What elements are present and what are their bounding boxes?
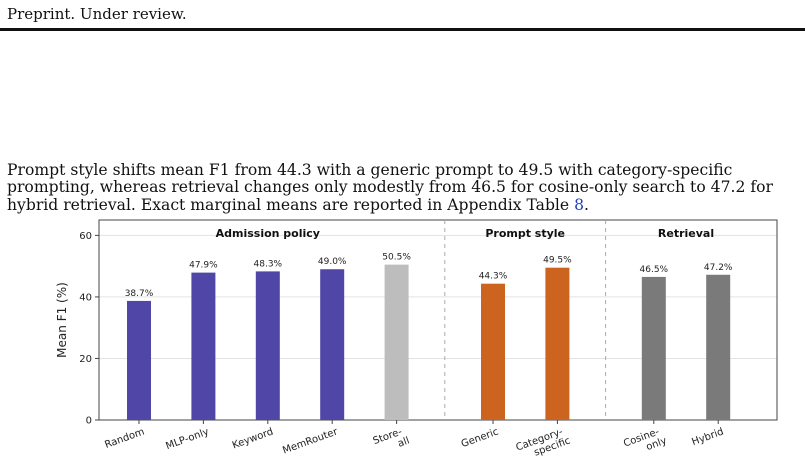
bar-value-label: 49.0% [318, 257, 347, 267]
bar [706, 274, 731, 420]
bar [191, 272, 216, 420]
table-reference-link[interactable]: 8 [574, 195, 585, 214]
bar [127, 300, 151, 420]
group-title: Admission policy [216, 227, 320, 240]
bar [641, 276, 666, 420]
x-tick-label: Store-all [372, 425, 412, 457]
bar-value-label: 38.7% [125, 289, 154, 299]
group-title: Retrieval [658, 227, 714, 240]
header-rule [0, 28, 805, 31]
x-tick-label: MLP-only [164, 426, 210, 452]
y-tick-label: 40 [79, 292, 92, 303]
x-tick-label: MemRouter [281, 426, 340, 456]
x-tick-label: Generic [460, 426, 500, 450]
paragraph-text: Prompt style shifts mean F1 from 44.3 wi… [7, 160, 773, 214]
bar [481, 283, 505, 420]
group-title: Prompt style [485, 227, 565, 240]
y-axis-label: Mean F1 (%) [55, 282, 69, 358]
x-tick-label: Category-specific [515, 425, 572, 464]
x-tick-label: Random [103, 426, 146, 450]
x-tick-label: Keyword [231, 426, 275, 451]
bar-value-label: 47.2% [704, 263, 733, 273]
body-paragraph: Prompt style shifts mean F1 from 44.3 wi… [7, 160, 803, 215]
bar-value-label: 49.5% [543, 256, 572, 266]
bar-value-label: 46.5% [640, 265, 669, 275]
bar [384, 264, 409, 420]
y-tick-label: 60 [79, 231, 92, 242]
x-tick-label: Cosine-only [622, 425, 668, 460]
bar-value-label: 48.3% [254, 259, 283, 269]
bar [255, 271, 280, 420]
y-tick-label: 20 [79, 354, 92, 365]
bar-value-label: 47.9% [189, 261, 218, 271]
x-tick-label: Hybrid [690, 426, 725, 448]
bar-value-label: 44.3% [479, 272, 508, 282]
running-head: Preprint. Under review. [7, 5, 187, 23]
bar [545, 267, 570, 420]
mean-f1-bar-chart: 0 20 40 60 Mean F1 (%) Admission policy 38.7% R… [55, 219, 778, 464]
bar-value-label: 50.5% [382, 253, 411, 263]
paragraph-end: . [584, 195, 589, 214]
bar [320, 269, 345, 420]
y-tick-label: 0 [86, 416, 92, 427]
plot-frame [98, 219, 778, 421]
